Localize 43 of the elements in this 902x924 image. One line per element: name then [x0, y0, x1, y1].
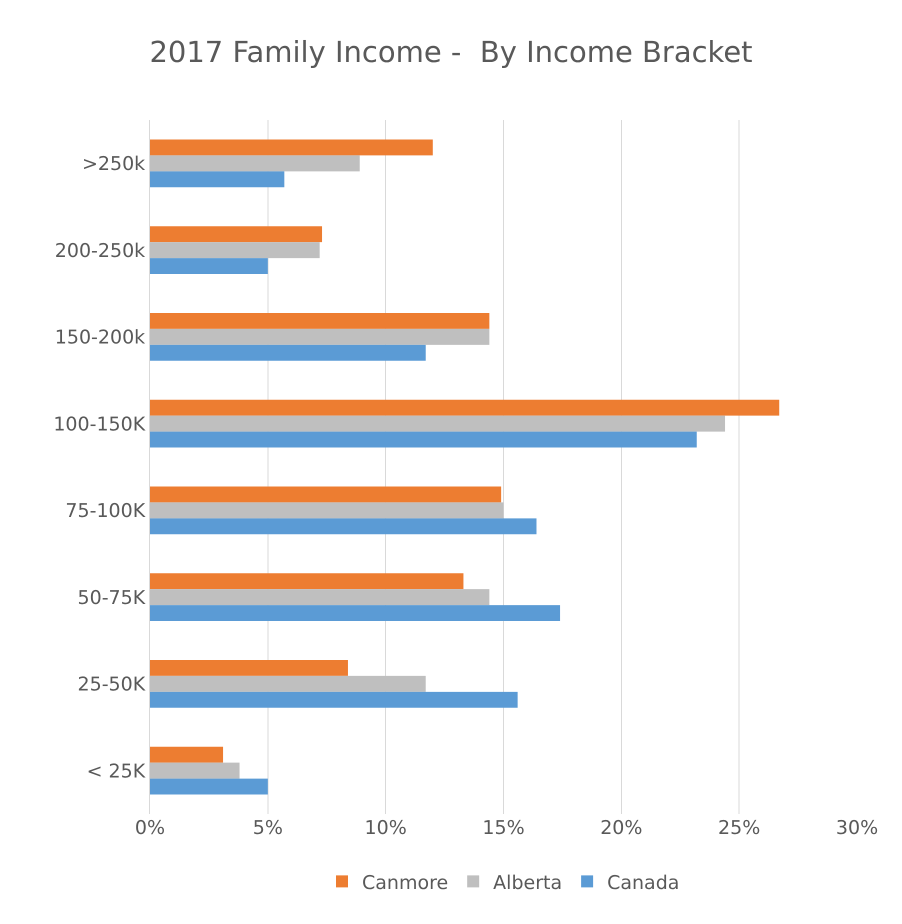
bar	[150, 432, 697, 448]
x-tick-label: 5%	[252, 817, 283, 839]
bar	[150, 746, 224, 763]
bar	[150, 778, 268, 794]
bar	[150, 226, 322, 242]
bar	[150, 676, 426, 692]
bar	[150, 344, 426, 361]
y-tick-label: 50-75K	[78, 586, 146, 609]
y-tick-label: < 25K	[86, 760, 146, 782]
y-tick-label: 200-250k	[54, 240, 146, 262]
x-tick-label: 25%	[718, 817, 760, 839]
bar	[150, 400, 780, 416]
bar	[150, 518, 536, 534]
bar	[150, 171, 284, 188]
bar	[150, 313, 490, 329]
bar	[150, 155, 360, 172]
bar	[150, 416, 726, 432]
x-tick-label: 10%	[364, 817, 407, 839]
legend-label: Alberta	[493, 872, 562, 894]
bar	[150, 328, 490, 345]
y-tick-label: 100-150K	[53, 413, 146, 436]
bar	[150, 258, 268, 274]
y-tick-label: >250k	[82, 153, 146, 176]
y-tick-label: 25-50K	[78, 674, 146, 696]
legend-label: Canmore	[362, 872, 448, 894]
bar	[150, 762, 240, 779]
chart-title: 2017 Family Income - By Income Bracket	[149, 34, 753, 69]
bar	[150, 573, 464, 590]
bar	[150, 589, 490, 606]
bar	[150, 502, 504, 518]
x-tick-label: 20%	[600, 817, 642, 839]
x-tick-label: 15%	[482, 817, 525, 839]
bar	[150, 692, 518, 708]
bar	[150, 486, 502, 502]
x-tick-label: 30%	[836, 817, 878, 839]
legend-label: Canada	[607, 872, 680, 894]
bar	[150, 605, 560, 621]
bar	[150, 242, 320, 258]
x-tick-label: 0%	[134, 817, 166, 839]
y-tick-label: 150-200k	[54, 326, 146, 349]
bar	[150, 140, 433, 156]
bar	[150, 660, 348, 676]
y-tick-label: 75-100K	[65, 500, 146, 522]
